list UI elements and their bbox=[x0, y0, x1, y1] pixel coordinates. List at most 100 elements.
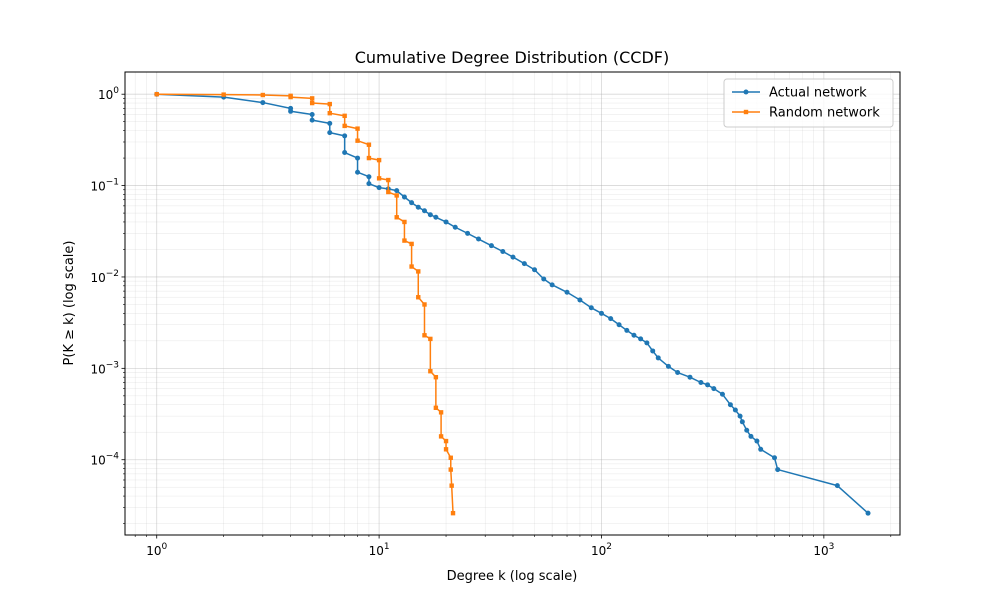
data-point bbox=[438, 434, 444, 439]
data-point bbox=[719, 391, 725, 397]
data-point bbox=[428, 369, 433, 374]
data-point bbox=[443, 219, 449, 225]
y-tick-label: 10−2 bbox=[90, 269, 119, 285]
data-point bbox=[342, 133, 348, 139]
data-point bbox=[748, 433, 754, 439]
data-point bbox=[355, 155, 361, 161]
data-point bbox=[394, 193, 399, 198]
data-point bbox=[608, 316, 614, 322]
x-tick-label: 102 bbox=[591, 542, 612, 558]
data-point bbox=[260, 100, 266, 106]
data-point bbox=[452, 224, 458, 230]
y-tick-label: 100 bbox=[98, 86, 119, 102]
data-point bbox=[588, 305, 594, 311]
data-point bbox=[488, 243, 494, 249]
data-point bbox=[758, 446, 764, 452]
data-point bbox=[521, 261, 527, 267]
y-tick-label: 10−4 bbox=[90, 452, 119, 468]
data-point bbox=[772, 455, 778, 461]
data-point bbox=[416, 295, 421, 300]
data-point bbox=[549, 282, 555, 288]
data-point bbox=[775, 467, 781, 473]
data-point bbox=[402, 238, 407, 243]
data-point bbox=[376, 185, 382, 191]
data-point bbox=[448, 455, 453, 460]
data-point bbox=[675, 370, 681, 376]
data-point bbox=[394, 215, 399, 220]
data-point bbox=[754, 438, 760, 444]
data-point bbox=[739, 419, 745, 425]
data-point bbox=[577, 297, 583, 303]
data-point bbox=[401, 194, 407, 200]
data-point bbox=[732, 407, 738, 413]
data-point bbox=[394, 188, 400, 194]
y-tick-label: 10−3 bbox=[90, 360, 119, 376]
legend-label: Random network bbox=[769, 106, 880, 121]
data-point bbox=[342, 113, 347, 119]
data-point bbox=[342, 123, 347, 129]
data-point bbox=[687, 374, 693, 380]
data-point bbox=[465, 230, 471, 236]
data-point bbox=[532, 267, 538, 273]
data-point bbox=[386, 177, 391, 183]
data-point bbox=[510, 254, 516, 260]
data-point bbox=[711, 386, 717, 392]
legend-label: Actual network bbox=[769, 86, 867, 101]
data-point bbox=[433, 214, 439, 220]
data-point bbox=[376, 176, 382, 181]
legend: Actual network Random network bbox=[723, 78, 894, 128]
data-point bbox=[665, 363, 671, 369]
data-point bbox=[376, 157, 382, 163]
data-point bbox=[449, 483, 454, 488]
data-point bbox=[309, 100, 315, 106]
data-point bbox=[865, 510, 871, 516]
data-point bbox=[327, 120, 333, 126]
data-point bbox=[443, 447, 449, 452]
x-axis-label: Degree k (log scale) bbox=[447, 569, 578, 584]
x-tick-label: 103 bbox=[813, 542, 834, 558]
x-tick-label: 101 bbox=[369, 542, 390, 558]
data-point bbox=[355, 169, 361, 175]
data-point bbox=[309, 96, 315, 101]
data-point bbox=[631, 332, 637, 338]
data-point bbox=[616, 322, 622, 328]
data-point bbox=[500, 248, 506, 254]
data-point bbox=[450, 510, 456, 516]
legend-marker bbox=[743, 89, 749, 95]
data-point bbox=[705, 382, 711, 388]
data-point bbox=[433, 405, 439, 410]
data-point bbox=[309, 111, 315, 117]
legend-box bbox=[723, 78, 894, 128]
data-point bbox=[409, 241, 414, 247]
data-point bbox=[433, 374, 439, 380]
data-point bbox=[415, 204, 421, 210]
data-point bbox=[409, 264, 414, 269]
data-point bbox=[834, 483, 840, 489]
data-point bbox=[476, 236, 482, 242]
data-point bbox=[366, 155, 372, 161]
chart-title: Cumulative Degree Distribution (CCDF) bbox=[355, 48, 670, 67]
data-point bbox=[737, 413, 743, 419]
data-point bbox=[416, 269, 421, 274]
data-point bbox=[309, 117, 315, 123]
data-point bbox=[288, 94, 293, 100]
plot-area bbox=[154, 91, 871, 516]
data-point bbox=[154, 92, 159, 97]
data-point bbox=[698, 379, 704, 385]
data-point bbox=[327, 130, 333, 136]
data-point bbox=[443, 438, 449, 444]
y-tick-label: 10−1 bbox=[90, 178, 119, 194]
data-point bbox=[260, 92, 266, 98]
data-point bbox=[428, 336, 433, 342]
data-point bbox=[288, 108, 294, 114]
data-point bbox=[438, 410, 444, 415]
data-point bbox=[422, 302, 427, 307]
data-point bbox=[366, 181, 372, 187]
data-point bbox=[327, 101, 332, 107]
data-point bbox=[744, 427, 750, 433]
y-axis-label: P(K ≥ k) (log scale) bbox=[62, 241, 77, 366]
data-point bbox=[427, 212, 433, 218]
data-point bbox=[355, 138, 360, 143]
axes-frame bbox=[124, 71, 901, 536]
